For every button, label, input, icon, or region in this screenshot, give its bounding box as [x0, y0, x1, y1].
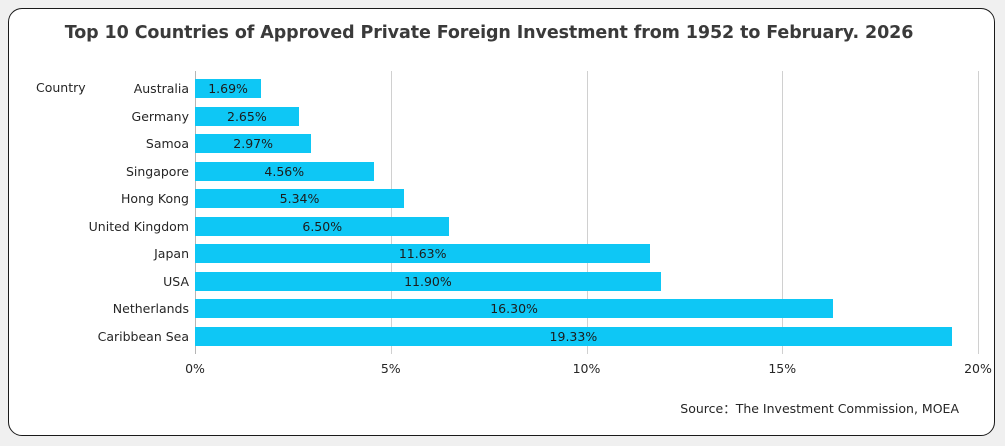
y-axis-title: Country	[36, 80, 86, 95]
bar[interactable]	[195, 161, 374, 181]
bar[interactable]	[195, 106, 299, 126]
bar-row[interactable]: 1.69%	[195, 79, 978, 98]
bar[interactable]	[195, 189, 405, 208]
bar-value-label: 6.50%	[302, 218, 343, 234]
y-axis-tick-label: Hong Kong	[121, 191, 189, 206]
x-axis-tick-label: 20%	[964, 361, 992, 376]
bar-value-label: 5.34%	[279, 191, 320, 206]
bar-value-label: 11.90%	[404, 273, 452, 289]
chart-plot: Country Australia Germany Samoa Singapore Ho…	[9, 9, 996, 437]
y-axis-tick-label: United Kingdom	[88, 218, 189, 234]
x-axis-tick-label: 0%	[185, 361, 205, 376]
bar-value-label: 4.56%	[264, 163, 305, 179]
gridline	[782, 71, 784, 354]
y-axis-tick-label: Netherlands	[112, 301, 189, 316]
bar-row[interactable]: 2.65%	[195, 106, 978, 126]
bar[interactable]	[195, 79, 262, 98]
bar-value-label: 19.33%	[549, 328, 598, 344]
bar-row[interactable]: 19.33%	[195, 326, 978, 346]
gridline	[978, 71, 979, 354]
bar-row[interactable]: 11.90%	[195, 271, 978, 291]
gridline	[390, 71, 392, 354]
bar[interactable]	[195, 134, 312, 153]
bar-value-label: 2.65%	[227, 108, 267, 124]
y-axis-tick-label: Samoa	[145, 136, 189, 151]
source-note: Source：The Investment Commission, MOEA	[680, 401, 959, 416]
y-axis-line	[195, 71, 197, 354]
plot-area: 1.69% 2.65% 2.97% 4.56% 5.34% 6.50% 11.63% 11.9…	[185, 71, 992, 376]
y-axis-tick-label: USA	[163, 273, 189, 289]
bar-row[interactable]: 5.34%	[195, 189, 978, 208]
y-axis-tick-label: Germany	[131, 108, 189, 124]
bar[interactable]	[195, 271, 661, 291]
y-axis-tick-label: Singapore	[125, 163, 189, 179]
bar[interactable]	[195, 216, 450, 236]
bar[interactable]	[195, 299, 834, 318]
x-axis-tick-label: 10%	[572, 361, 601, 376]
bar-row[interactable]: 6.50%	[195, 216, 978, 236]
x-axis-tick-label: 5%	[380, 361, 401, 376]
gridline	[586, 71, 588, 354]
chart-title: Top 10 Countries of Approved Private For…	[64, 23, 914, 43]
bar[interactable]	[195, 244, 651, 263]
bar[interactable]	[195, 326, 952, 346]
chart-card: Top 10 Countries of Approved Private For…	[8, 8, 995, 436]
bar-value-label: 1.69%	[208, 81, 248, 96]
bar-row[interactable]: 16.30%	[195, 299, 978, 318]
bar-value-label: 16.30%	[490, 301, 538, 316]
y-axis-tick-label: Japan	[154, 246, 189, 261]
bar-row[interactable]: 2.97%	[195, 134, 978, 153]
y-axis-tick-label: Australia	[133, 81, 189, 96]
bar-value-label: 2.97%	[233, 136, 273, 151]
bar-value-label: 11.63%	[398, 246, 447, 261]
x-axis-tick-label: 15%	[768, 361, 797, 376]
y-axis-tick-label: Caribbean Sea	[97, 328, 189, 344]
bar-row[interactable]: 11.63%	[195, 244, 978, 263]
bar-row[interactable]: 4.56%	[195, 161, 978, 181]
